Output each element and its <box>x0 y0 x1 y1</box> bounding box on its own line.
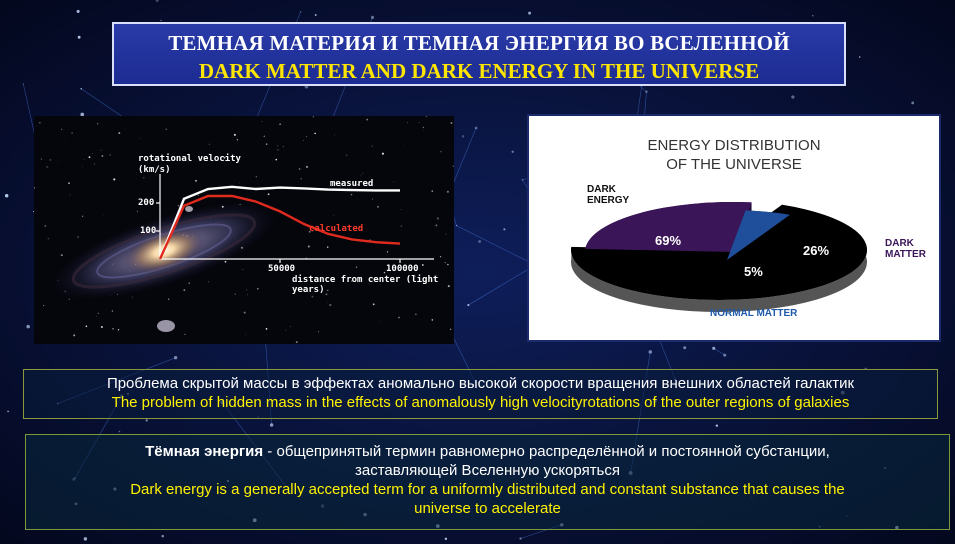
rotation-curve-chart <box>34 116 454 344</box>
pie-slice-dark-matter <box>585 202 752 252</box>
definition-en-text-1: Dark energy is a generally accepted term… <box>130 481 845 498</box>
title-russian: ТЕМНАЯ МАТЕРИЯ И ТЕМНАЯ ЭНЕРГИЯ ВО ВСЕЛЕ… <box>168 31 790 55</box>
pie-title-line-1: ENERGY DISTRIBUTION <box>647 137 821 154</box>
caption-russian: Проблема скрытой массы в эффектах аномал… <box>106 375 855 392</box>
title-english: DARK MATTER AND DARK ENERGY IN THE UNIVE… <box>198 59 760 83</box>
y-tick-200: 200 <box>138 198 155 208</box>
definition-ru-text-1: - общепринятый термин равномерно распред… <box>263 443 830 460</box>
definition-russian: Тёмная энергия - общепринятый термин рав… <box>26 442 949 480</box>
definition-ru-text-2: заставляющей Вселенную ускоряться <box>354 462 620 479</box>
energy-distribution-panel: ENERGY DISTRIBUTION OF THE UNIVERSE DARK… <box>527 114 941 342</box>
measured-curve <box>158 185 400 260</box>
hidden-mass-caption: Проблема скрытой массы в эффектах аномал… <box>23 369 938 419</box>
normal-matter-label: NORMAL MATTER <box>710 308 798 319</box>
pie-title: ENERGY DISTRIBUTION OF THE UNIVERSE <box>529 136 939 174</box>
pie-slice-normal-matter <box>727 210 791 260</box>
definition-en-text-2: universe to accelerate <box>414 500 561 517</box>
caption-english: The problem of hidden mass in the effect… <box>111 394 850 411</box>
normal-matter-percent: 5% <box>744 264 763 279</box>
x-tick-50000: 50000 <box>268 264 296 274</box>
x-axis-label: distance from center (light years) <box>292 275 439 295</box>
y-axis-label-1: rotational velocity <box>138 154 241 164</box>
title-banner: ТЕМНАЯ МАТЕРИЯ И ТЕМНАЯ ЭНЕРГИЯ ВО ВСЕЛЕ… <box>112 22 846 86</box>
pie-title-line-2: OF THE UNIVERSE <box>666 156 802 173</box>
definition-term: Тёмная энергия <box>145 443 264 460</box>
y-axis-label-2: (km/s) <box>138 165 171 175</box>
legend-calculated: calculated <box>309 224 364 234</box>
rotation-curve-panel: rotational velocity (km/s) 200 100 50000… <box>34 116 454 344</box>
energy-pie-chart <box>571 202 867 312</box>
pie-slice-dark-energy <box>571 204 867 300</box>
dark-energy-percent: 69% <box>655 233 682 248</box>
dark-energy-definition: Тёмная энергия - общепринятый термин рав… <box>25 434 950 530</box>
dark-matter-label: DARK MATTER <box>885 238 926 260</box>
x-tick-100000: 100000 <box>386 264 419 274</box>
legend-measured: measured <box>330 179 374 189</box>
dark-matter-percent: 26% <box>803 243 830 258</box>
definition-english: Dark energy is a generally accepted term… <box>26 480 949 518</box>
calculated-curve <box>158 194 401 260</box>
dark-energy-label: DARK ENERGY <box>587 184 630 206</box>
y-tick-100: 100 <box>140 226 157 236</box>
